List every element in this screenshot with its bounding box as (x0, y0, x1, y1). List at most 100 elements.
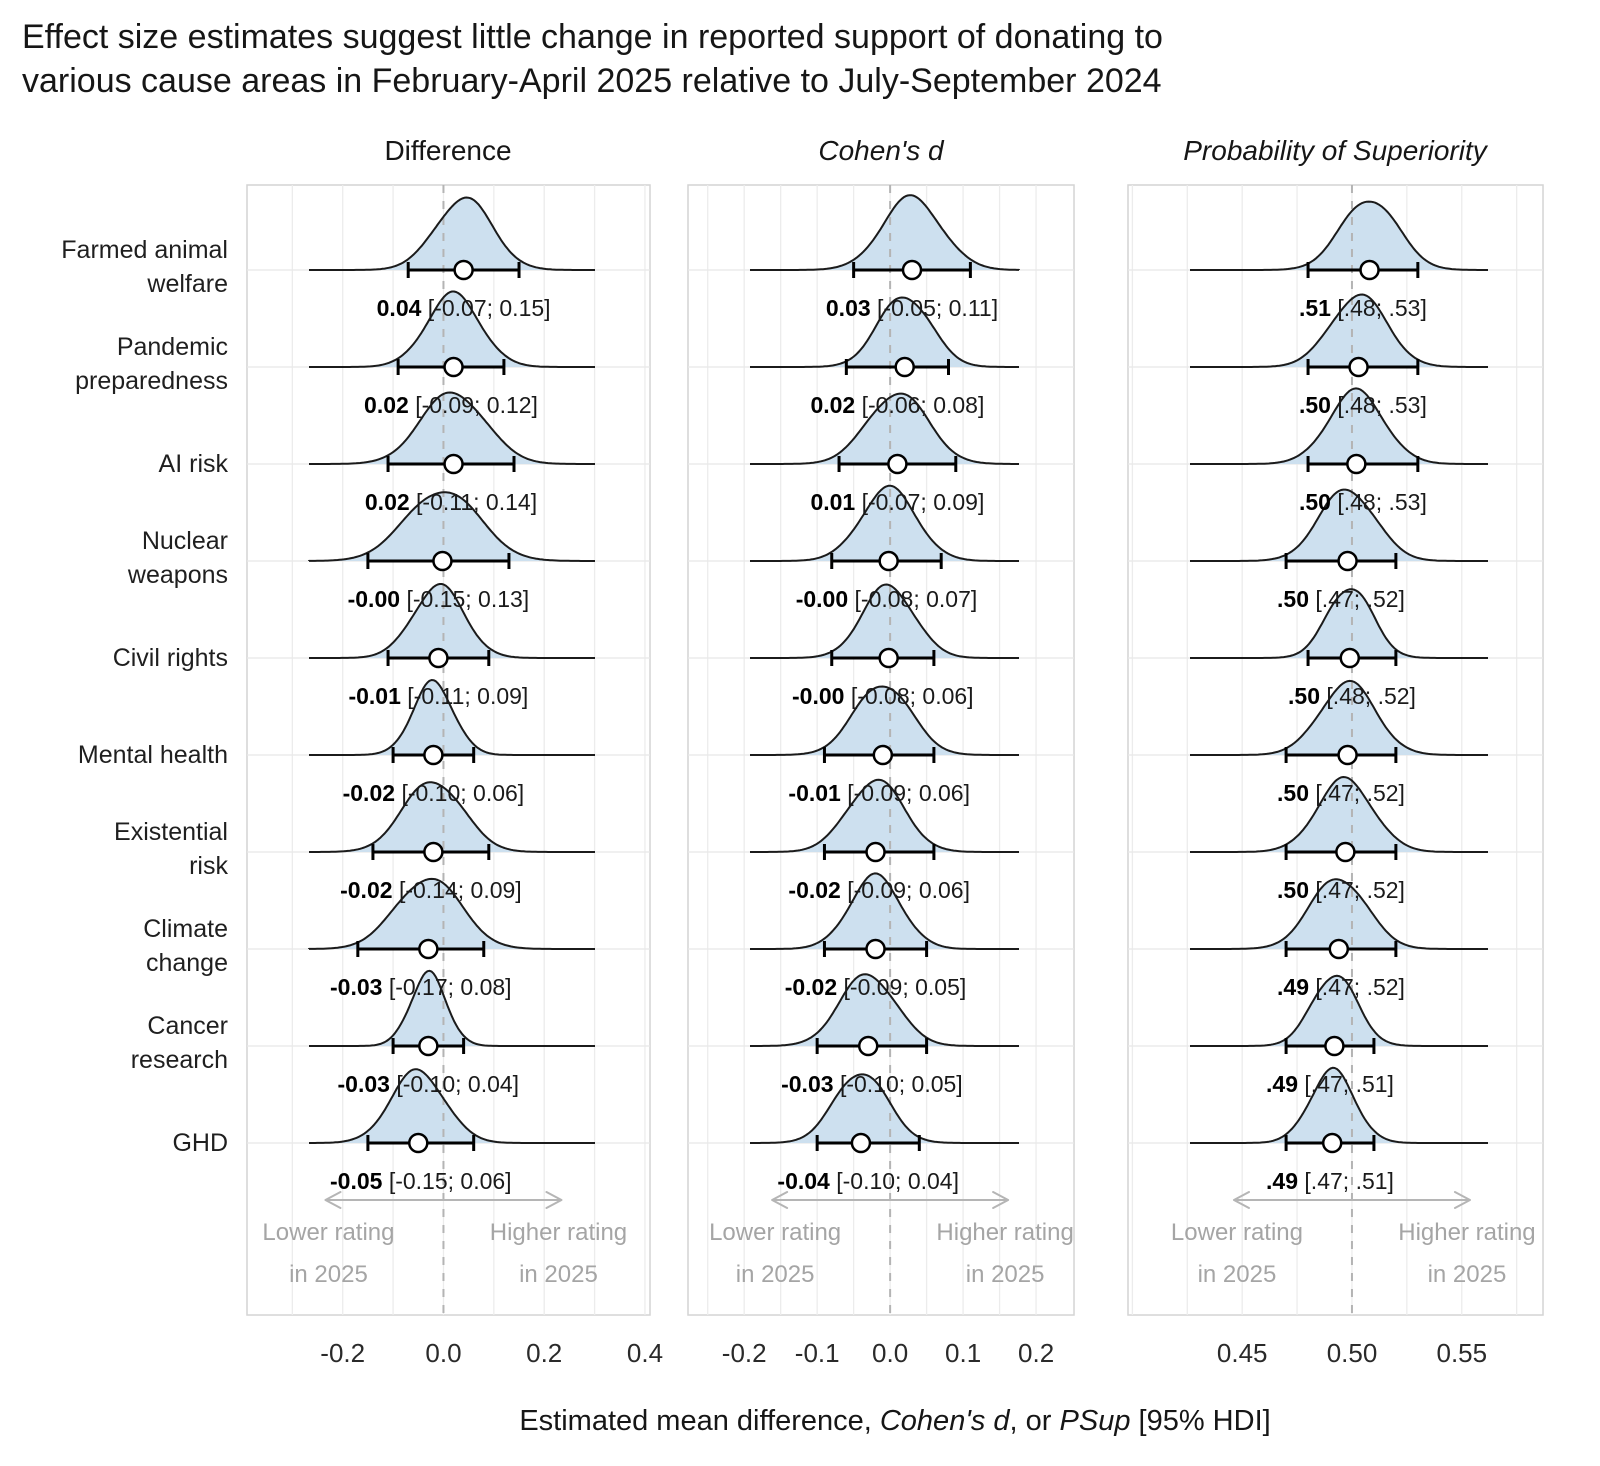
point-estimate (1339, 647, 1361, 669)
point-estimate (878, 550, 899, 572)
point-estimate (878, 647, 899, 669)
density-fill (1190, 294, 1488, 367)
row-label: AI risk (159, 450, 229, 478)
density-fill (1190, 1067, 1488, 1143)
point-estimate (1321, 1132, 1343, 1154)
row-label: Cancer (147, 1012, 228, 1040)
panel-difference: 0.04 [-0.07; 0.15] 0.02 [-0.09; 0.12] 0.02… (246, 184, 663, 1368)
estimate-label: -0.03 [-0.17; 0.08] (330, 974, 512, 1000)
estimate-label: .50 [.48; .53] (1299, 392, 1427, 418)
point-estimate (865, 841, 886, 863)
hdi-interval (391, 1035, 466, 1057)
direction-arrow (771, 1191, 1010, 1209)
hdi-interval (386, 647, 491, 669)
density-fill (750, 584, 1019, 658)
estimate-label: .50 [.47; .52] (1277, 586, 1405, 612)
estimate-label: .50 [.48; .53] (1299, 489, 1427, 515)
density-fill (750, 297, 1019, 367)
estimate-label: -0.01 [-0.09; 0.06] (788, 780, 970, 806)
row-label: research (131, 1046, 228, 1074)
hdi-interval (1284, 841, 1398, 863)
density-fill (309, 970, 595, 1046)
chart-title-line2: various cause areas in February-April 20… (22, 62, 1162, 100)
density-curve (1190, 387, 1488, 465)
point-estimate (1348, 356, 1369, 378)
point-estimate (887, 453, 908, 475)
estimate-label: -0.01 [-0.11; 0.09] (348, 683, 528, 709)
annotation-higher-rating-year: in 2025 (966, 1261, 1045, 1288)
estimate-label: .49 [.47; .51] (1266, 1071, 1394, 1097)
hdi-interval (1284, 744, 1398, 766)
x-tick-labels: -0.2 0.0 0.2 0.4 (320, 1338, 663, 1368)
hdi-interval (822, 938, 929, 960)
direction-arrow (324, 1191, 563, 1209)
hdi-interval (406, 259, 521, 281)
density-fill (1190, 975, 1488, 1046)
x-tick-label: -0.2 (722, 1338, 767, 1368)
density-outlines (1190, 200, 1488, 1144)
point-estimate (408, 1132, 429, 1154)
estimate-label: 0.01 [-0.07; 0.09] (810, 489, 984, 515)
row-label: Existential (114, 818, 228, 846)
density-curve (1190, 200, 1488, 271)
x-tick-label: 0.2 (526, 1338, 562, 1368)
annotation-lower-rating: Lower rating (262, 1219, 394, 1246)
density-fill (750, 686, 1019, 755)
panel-cohens-d: 0.03 [-0.05; 0.11] 0.02 [-0.06; 0.08] 0.01… (687, 184, 1075, 1368)
point-estimate (1346, 453, 1367, 475)
point-estimate (1337, 550, 1358, 572)
annotation-lower-rating-year: in 2025 (289, 1261, 368, 1288)
annotation-higher-rating: Higher rating (490, 1219, 627, 1246)
x-tick-label: 0.2 (1018, 1338, 1054, 1368)
x-tick-labels: 0.45 0.50 0.55 (1217, 1338, 1487, 1368)
row-label: Civil rights (113, 644, 228, 672)
estimate-label: .51 [.48; .53] (1299, 295, 1427, 321)
hdi-interval (830, 550, 943, 572)
density-fill (309, 1069, 595, 1143)
hdi-interval (1306, 647, 1398, 669)
row-label: Nuclear (142, 527, 228, 555)
density-fill (1190, 777, 1488, 852)
point-estimate (1328, 938, 1350, 960)
point-estimate (1324, 1035, 1345, 1057)
density-curve (750, 296, 1019, 368)
density-fill (1190, 388, 1488, 464)
hdi-interval (391, 744, 476, 766)
chart-title-line1: Effect size estimates suggest little cha… (22, 18, 1163, 56)
point-estimate (428, 647, 449, 669)
panel-header-psup: Probability of Superiority (1183, 135, 1488, 166)
density-curve (750, 872, 1019, 950)
estimate-label: -0.03 [-0.10; 0.05] (781, 1071, 963, 1097)
hdi-interval (1306, 356, 1420, 378)
density-fill (309, 782, 595, 852)
row-label: Farmed animal (61, 236, 228, 264)
point-estimate (894, 356, 915, 378)
point-estimate (901, 259, 923, 281)
point-estimate (423, 744, 444, 766)
hdi-interval (822, 744, 936, 766)
estimate-label: -0.03 [-0.10; 0.04] (338, 1071, 520, 1097)
density-fill (309, 197, 595, 270)
estimate-label: -0.05 [-0.15; 0.06] (330, 1168, 512, 1194)
x-tick-label: 0.50 (1327, 1338, 1378, 1368)
hdi-interval (371, 841, 491, 863)
row-label: preparedness (75, 367, 228, 395)
density-curve (750, 778, 1019, 853)
estimate-label: -0.02 [-0.09; 0.05] (785, 974, 967, 1000)
density-fill (1190, 680, 1488, 755)
hdi-interval (1284, 1035, 1376, 1057)
row-label: welfare (146, 270, 228, 298)
density-curve (750, 194, 1020, 271)
density-curve (750, 973, 1019, 1047)
row-label: Pandemic (117, 333, 228, 361)
row-label: Mental health (78, 741, 228, 769)
hdi-interval (844, 356, 950, 378)
estimate-label: .49 [.47; .52] (1277, 974, 1405, 1000)
density-fill (750, 974, 1019, 1046)
density-fill (309, 492, 595, 561)
x-tick-label: 0.0 (872, 1338, 908, 1368)
x-tick-label: 0.55 (1436, 1338, 1487, 1368)
density-outlines (750, 194, 1020, 1144)
panel-header-cohens-d: Cohen's d (818, 135, 945, 166)
